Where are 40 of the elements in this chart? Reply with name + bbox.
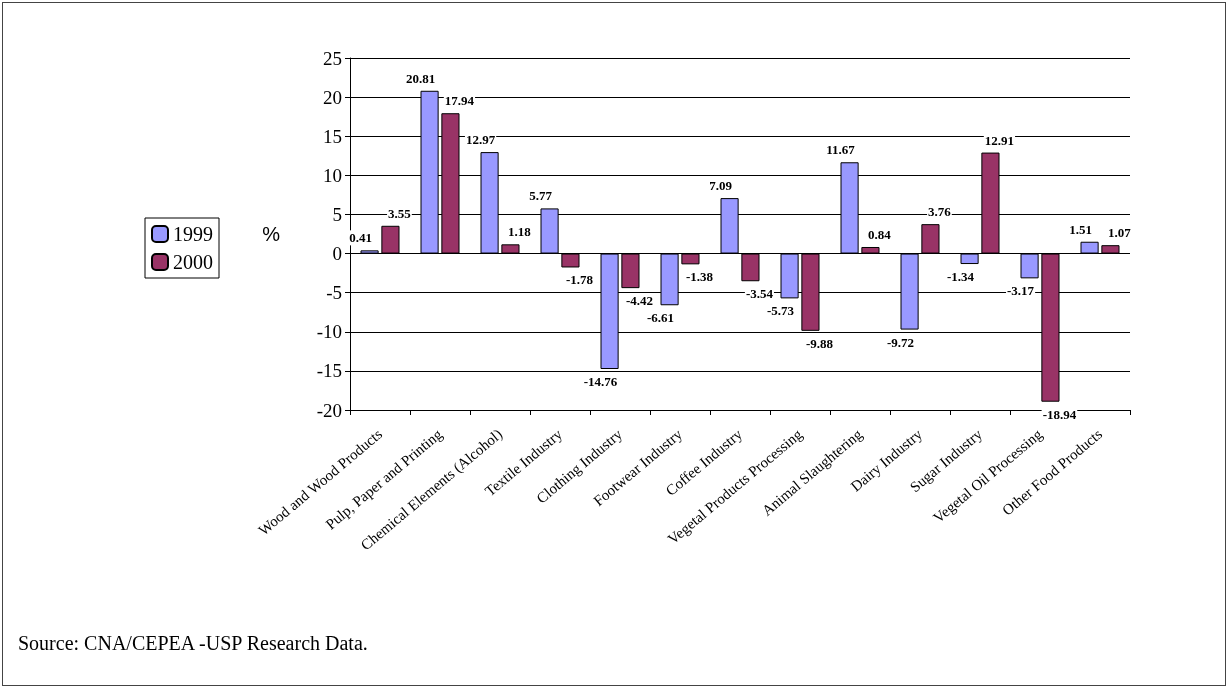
data-label: 7.09 [709,178,733,194]
data-label: -9.88 [805,335,834,351]
data-label: 20.81 [405,70,436,86]
y-tick-label: 0 [332,243,342,265]
data-label: -1.38 [685,269,714,285]
data-label: 11.67 [826,142,856,158]
data-label: 1.07 [1108,225,1132,241]
y-tick-label: 10 [323,164,342,186]
data-label: -3.54 [745,286,774,302]
y-tick-label: 15 [323,125,342,147]
data-label: 3.76 [928,204,952,220]
y-tick-label: 20 [323,86,342,108]
y-axis-title: % [262,223,281,245]
data-label: -14.76 [583,374,618,390]
y-tick-label: 5 [332,203,342,225]
data-label: 5.77 [529,188,553,204]
data-label: -1.78 [565,272,594,288]
data-label: 0.84 [868,226,892,242]
legend-label: 2000 [173,251,213,273]
y-tick-label: 25 [323,47,342,69]
y-tick-label: -5 [326,282,342,304]
legend-label: 1999 [173,223,213,245]
data-label: -4.42 [625,293,653,309]
data-label: 3.55 [388,205,412,221]
y-tick-label: -10 [316,321,342,343]
data-label: -5.73 [767,303,795,319]
data-label: -18.94 [1042,406,1077,422]
data-label: -3.17 [1007,283,1035,299]
data-label: -9.72 [887,334,915,350]
data-label: 0.41 [349,230,372,246]
y-tick-label: -20 [316,399,342,421]
y-tick-label: -15 [316,360,342,382]
source-note: Source: CNA/CEPEA -USP Research Data. [18,632,368,655]
data-label: -1.34 [947,269,975,285]
data-label: 12.97 [465,132,496,148]
data-label: 1.51 [1069,221,1092,237]
data-label: -6.61 [647,310,675,326]
data-label: 1.18 [508,224,532,240]
data-label: 17.94 [444,93,475,109]
data-label: 12.91 [984,132,1015,148]
